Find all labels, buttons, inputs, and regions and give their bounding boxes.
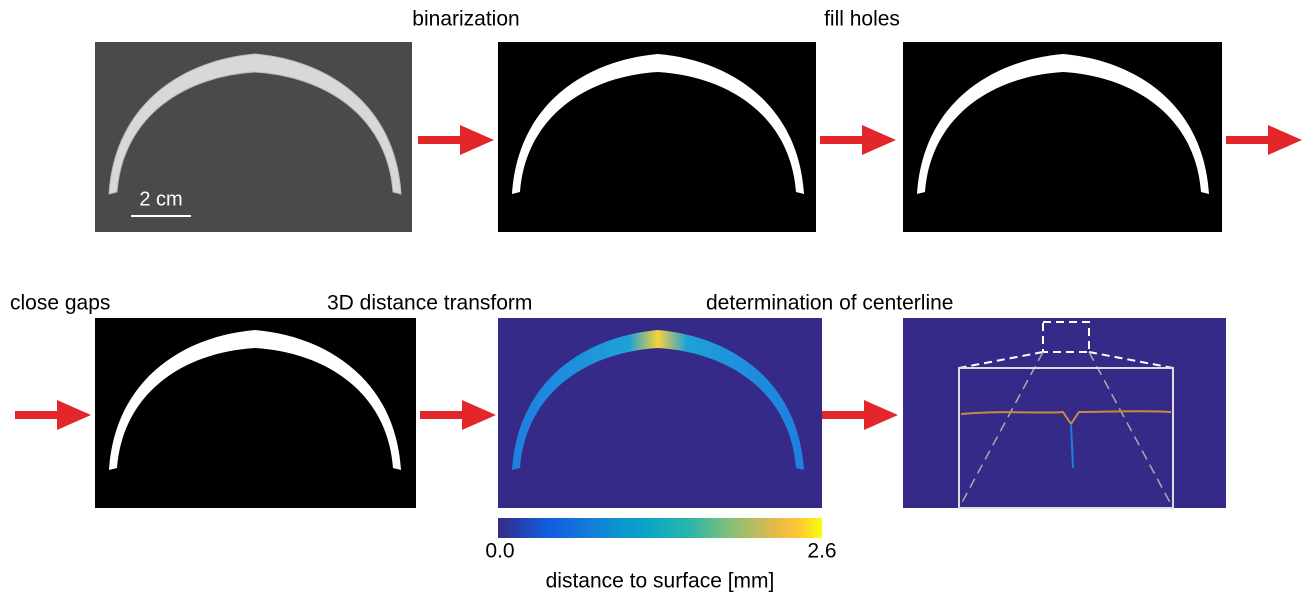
figure: 2 cm binarization fill holes close gaps … bbox=[0, 0, 1302, 601]
ct-panel: 2 cm bbox=[95, 42, 412, 232]
distance-panel bbox=[498, 318, 822, 508]
arrow bbox=[1226, 125, 1302, 155]
colorbar-max: 2.6 bbox=[807, 540, 836, 563]
step-label: fill holes bbox=[824, 8, 900, 31]
step-label: 3D distance transform bbox=[327, 292, 532, 315]
colorbar-min: 0.0 bbox=[485, 540, 514, 563]
step-label: determination of centerline bbox=[706, 292, 953, 315]
closed-panel bbox=[95, 318, 416, 508]
filled-panel bbox=[903, 42, 1222, 232]
colorbar-title: distance to surface [mm] bbox=[546, 570, 775, 593]
step-label: close gaps bbox=[10, 292, 110, 315]
binary-panel bbox=[498, 42, 816, 232]
arrow bbox=[820, 125, 896, 155]
arrow bbox=[822, 400, 898, 430]
scale-label: 2 cm bbox=[139, 188, 182, 210]
centerline-panel bbox=[903, 318, 1226, 508]
arrow bbox=[420, 400, 496, 430]
arrow bbox=[15, 400, 91, 430]
arrow bbox=[418, 125, 494, 155]
page: {"steps": {"binarization": "binarization… bbox=[0, 0, 1302, 601]
colorbar bbox=[498, 518, 822, 538]
step-label: binarization bbox=[412, 8, 519, 31]
